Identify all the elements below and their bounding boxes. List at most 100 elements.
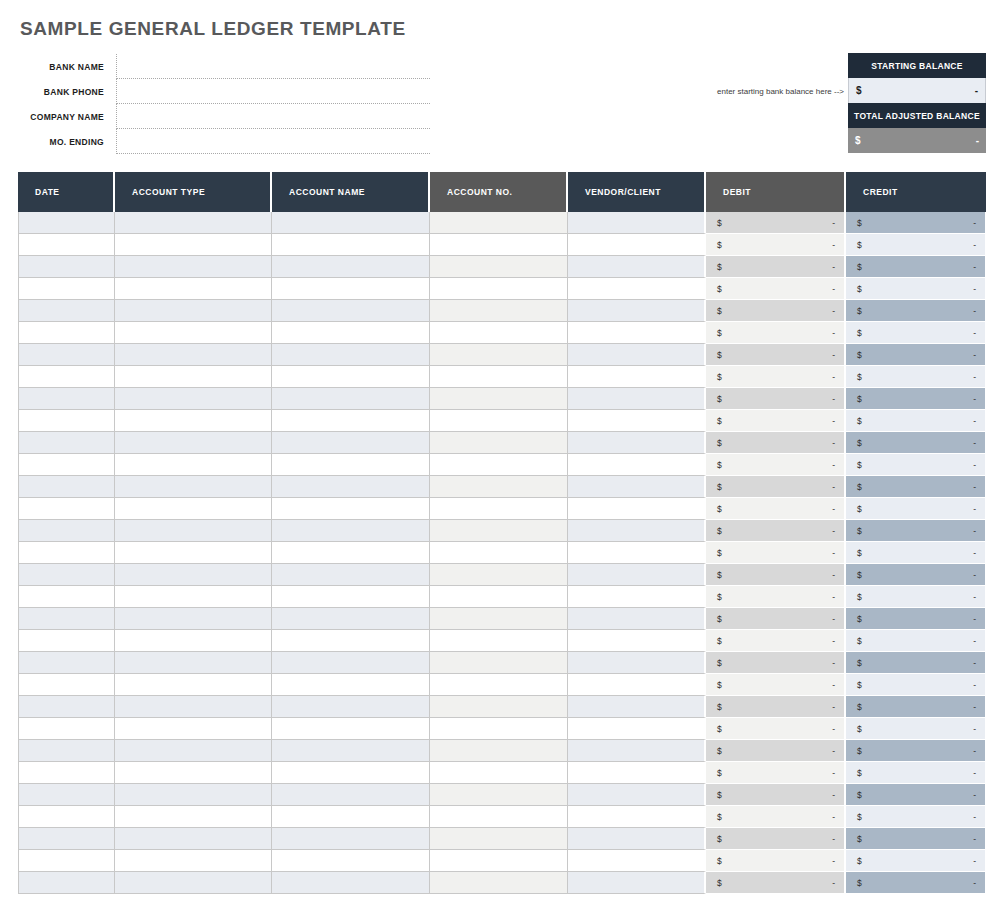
date-cell[interactable] [18, 828, 115, 850]
date-cell[interactable] [18, 256, 115, 278]
date-cell[interactable] [18, 432, 115, 454]
account-name-cell[interactable] [272, 520, 430, 542]
account-name-cell[interactable] [272, 454, 430, 476]
debit-cell[interactable]: $- [706, 784, 846, 806]
credit-cell[interactable]: $- [846, 278, 986, 300]
account-no-cell[interactable] [430, 476, 568, 498]
account-no-cell[interactable] [430, 872, 568, 894]
account-type-cell[interactable] [115, 542, 272, 564]
account-type-cell[interactable] [115, 828, 272, 850]
debit-cell[interactable]: $- [706, 344, 846, 366]
date-cell[interactable] [18, 850, 115, 872]
account-type-cell[interactable] [115, 652, 272, 674]
credit-cell[interactable]: $- [846, 344, 986, 366]
bank-name-input[interactable] [116, 54, 430, 79]
vendor-client-cell[interactable] [568, 542, 706, 564]
account-type-cell[interactable] [115, 520, 272, 542]
vendor-client-cell[interactable] [568, 696, 706, 718]
account-name-cell[interactable] [272, 322, 430, 344]
debit-cell[interactable]: $- [706, 410, 846, 432]
account-type-cell[interactable] [115, 498, 272, 520]
account-name-cell[interactable] [272, 300, 430, 322]
vendor-client-cell[interactable] [568, 322, 706, 344]
credit-cell[interactable]: $- [846, 432, 986, 454]
account-name-cell[interactable] [272, 696, 430, 718]
credit-cell[interactable]: $- [846, 366, 986, 388]
vendor-client-cell[interactable] [568, 300, 706, 322]
credit-cell[interactable]: $- [846, 718, 986, 740]
account-type-cell[interactable] [115, 322, 272, 344]
account-no-cell[interactable] [430, 608, 568, 630]
debit-cell[interactable]: $- [706, 718, 846, 740]
date-cell[interactable] [18, 476, 115, 498]
credit-cell[interactable]: $- [846, 212, 986, 234]
debit-cell[interactable]: $- [706, 212, 846, 234]
date-cell[interactable] [18, 784, 115, 806]
debit-cell[interactable]: $- [706, 520, 846, 542]
account-type-cell[interactable] [115, 278, 272, 300]
date-cell[interactable] [18, 498, 115, 520]
credit-cell[interactable]: $- [846, 234, 986, 256]
debit-cell[interactable]: $- [706, 850, 846, 872]
account-name-cell[interactable] [272, 344, 430, 366]
account-type-cell[interactable] [115, 740, 272, 762]
vendor-client-cell[interactable] [568, 586, 706, 608]
credit-cell[interactable]: $- [846, 476, 986, 498]
debit-cell[interactable]: $- [706, 476, 846, 498]
account-no-cell[interactable] [430, 234, 568, 256]
account-no-cell[interactable] [430, 762, 568, 784]
debit-cell[interactable]: $- [706, 828, 846, 850]
account-no-cell[interactable] [430, 410, 568, 432]
credit-cell[interactable]: $- [846, 652, 986, 674]
vendor-client-cell[interactable] [568, 410, 706, 432]
credit-cell[interactable]: $- [846, 410, 986, 432]
vendor-client-cell[interactable] [568, 476, 706, 498]
account-no-cell[interactable] [430, 850, 568, 872]
vendor-client-cell[interactable] [568, 718, 706, 740]
account-type-cell[interactable] [115, 784, 272, 806]
account-name-cell[interactable] [272, 718, 430, 740]
vendor-client-cell[interactable] [568, 278, 706, 300]
account-type-cell[interactable] [115, 410, 272, 432]
account-name-cell[interactable] [272, 256, 430, 278]
date-cell[interactable] [18, 586, 115, 608]
date-cell[interactable] [18, 674, 115, 696]
date-cell[interactable] [18, 608, 115, 630]
account-name-cell[interactable] [272, 740, 430, 762]
vendor-client-cell[interactable] [568, 652, 706, 674]
account-type-cell[interactable] [115, 476, 272, 498]
debit-cell[interactable]: $- [706, 806, 846, 828]
debit-cell[interactable]: $- [706, 366, 846, 388]
account-name-cell[interactable] [272, 234, 430, 256]
credit-cell[interactable]: $- [846, 322, 986, 344]
debit-cell[interactable]: $- [706, 630, 846, 652]
debit-cell[interactable]: $- [706, 652, 846, 674]
account-no-cell[interactable] [430, 322, 568, 344]
account-name-cell[interactable] [272, 432, 430, 454]
account-name-cell[interactable] [272, 652, 430, 674]
debit-cell[interactable]: $- [706, 278, 846, 300]
account-name-cell[interactable] [272, 366, 430, 388]
credit-cell[interactable]: $- [846, 520, 986, 542]
account-name-cell[interactable] [272, 850, 430, 872]
debit-cell[interactable]: $- [706, 498, 846, 520]
vendor-client-cell[interactable] [568, 674, 706, 696]
debit-cell[interactable]: $- [706, 872, 846, 894]
account-type-cell[interactable] [115, 564, 272, 586]
account-name-cell[interactable] [272, 586, 430, 608]
credit-cell[interactable]: $- [846, 608, 986, 630]
account-no-cell[interactable] [430, 586, 568, 608]
date-cell[interactable] [18, 212, 115, 234]
mo-ending-input[interactable] [116, 129, 430, 154]
account-type-cell[interactable] [115, 872, 272, 894]
date-cell[interactable] [18, 388, 115, 410]
bank-phone-input[interactable] [116, 79, 430, 104]
credit-cell[interactable]: $- [846, 828, 986, 850]
credit-cell[interactable]: $- [846, 674, 986, 696]
vendor-client-cell[interactable] [568, 872, 706, 894]
date-cell[interactable] [18, 300, 115, 322]
debit-cell[interactable]: $- [706, 696, 846, 718]
debit-cell[interactable]: $- [706, 740, 846, 762]
account-no-cell[interactable] [430, 630, 568, 652]
account-type-cell[interactable] [115, 344, 272, 366]
